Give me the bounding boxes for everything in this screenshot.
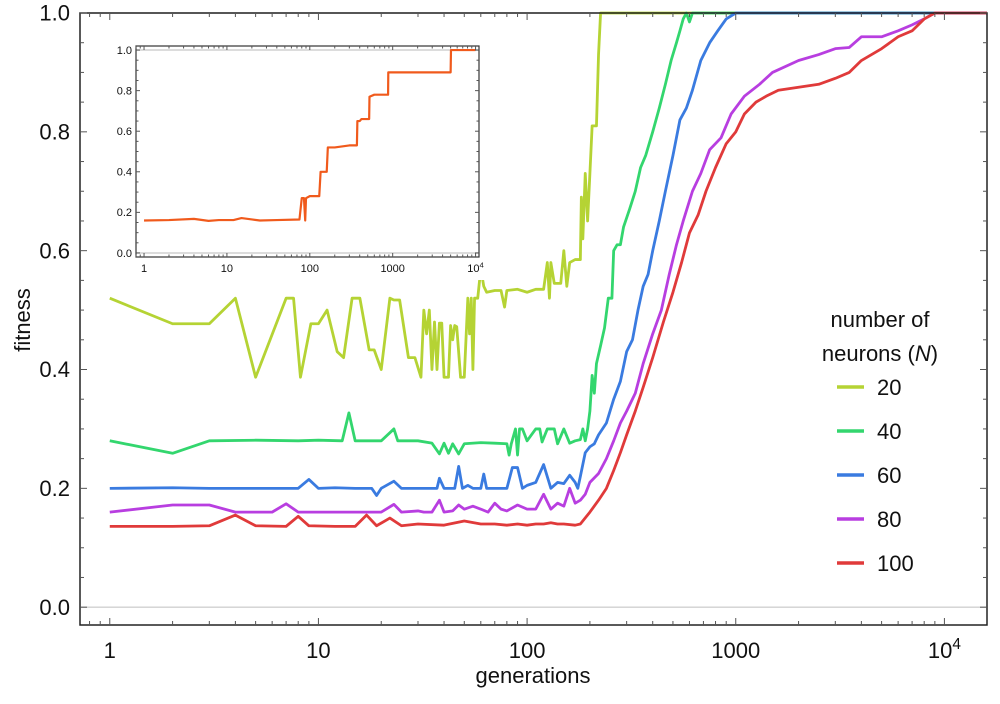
y-tick-label: 0.8 (117, 85, 132, 97)
y-tick-label: 0.2 (117, 207, 132, 219)
inset-chart: 1 10 100 1000 104 0.0 0.2 0.4 0.6 0.8 1.0 (96, 36, 488, 280)
inset-background (96, 36, 488, 280)
legend-item-60: 60 (837, 463, 901, 488)
x-tick-label: 104 (928, 636, 961, 663)
inset-gridlines (136, 49, 479, 254)
main-ticks (80, 12, 987, 625)
main-tick-labels: 1 10 100 1000 104 0.0 0.2 0.4 0.6 0.8 1.0 (39, 1, 961, 663)
x-tick-label: 1 (141, 263, 147, 275)
legend-item-20: 20 (837, 375, 901, 400)
x-tick-label: 104 (467, 261, 484, 275)
x-tick-label: 10 (306, 638, 330, 663)
series-line-100 (109, 11, 987, 528)
series-line-40 (109, 11, 987, 457)
series-line-80 (109, 11, 987, 514)
x-tick-label: 100 (509, 638, 546, 663)
x-axis-label: generations (476, 663, 591, 688)
series-line-60 (109, 11, 987, 497)
inset-tick-labels: 1 10 100 1000 104 0.0 0.2 0.4 0.6 0.8 1.0 (117, 45, 485, 275)
legend: number of neurons (N) 20 40 60 80 100 (822, 307, 938, 576)
legend-item-80: 80 (837, 507, 901, 532)
legend-item-100: 100 (837, 551, 914, 576)
legend-label: 80 (877, 507, 901, 532)
legend-label: 100 (877, 551, 914, 576)
y-axis-label: fitness (10, 288, 35, 352)
y-tick-label: 0.0 (117, 248, 132, 260)
inset-series-group (144, 48, 476, 222)
series-line-inset (144, 48, 476, 222)
y-tick-label: 0.0 (39, 595, 70, 620)
y-tick-label: 0.4 (39, 357, 70, 382)
x-tick-label: 1 (104, 638, 116, 663)
x-tick-label: 10 (221, 263, 233, 275)
x-tick-label: 1000 (380, 263, 404, 275)
main-plot-frame (79, 12, 988, 626)
y-tick-label: 1.0 (39, 1, 70, 26)
legend-item-40: 40 (837, 419, 901, 444)
x-tick-label: 1000 (711, 638, 760, 663)
legend-label: 40 (877, 419, 901, 444)
main-series-group (109, 11, 987, 528)
legend-title-line2: neurons (N) (822, 341, 938, 366)
y-tick-label: 0.2 (39, 476, 70, 501)
y-tick-label: 0.6 (117, 126, 132, 138)
series-line-20 (109, 11, 987, 379)
x-tick-label: 100 (301, 263, 319, 275)
y-tick-label: 0.6 (39, 238, 70, 263)
y-tick-label: 1.0 (117, 45, 132, 57)
legend-title-line1: number of (830, 307, 930, 332)
y-tick-label: 0.4 (117, 167, 132, 179)
legend-label: 20 (877, 375, 901, 400)
y-tick-label: 0.8 (39, 120, 70, 145)
legend-label: 60 (877, 463, 901, 488)
inset-ticks (135, 46, 479, 257)
